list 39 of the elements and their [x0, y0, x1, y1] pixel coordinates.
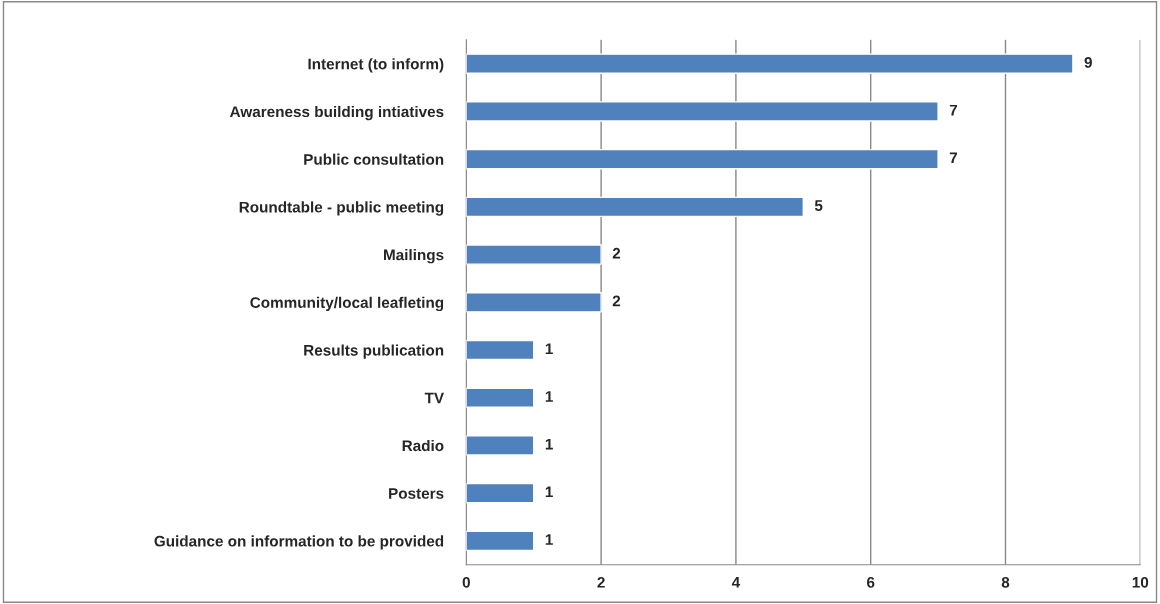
data-label: 2 [612, 247, 621, 259]
data-label: 1 [545, 534, 553, 545]
bar [466, 482, 535, 504]
y-tick-label: Roundtable - public meeting [239, 201, 444, 216]
data-label: 2 [612, 295, 621, 307]
y-tick-label: TV [424, 392, 444, 404]
data-label: 1 [545, 486, 553, 498]
y-tick-label: Internet (to inform) [308, 58, 444, 73]
y-tick-label: Results publication [304, 344, 444, 359]
data-label: 9 [1084, 57, 1092, 68]
bar [466, 148, 939, 170]
bar [466, 53, 1074, 74]
x-tick-label: 10 [1132, 576, 1149, 588]
y-tick-label: Mailings [384, 249, 444, 264]
y-tick-label: Community/local leafleting [250, 296, 444, 312]
x-tick-label: 2 [597, 576, 605, 588]
y-tick-label: Guidance on information to be provided [154, 535, 444, 550]
data-label: 1 [545, 343, 553, 354]
y-tick-label: Public consultation [304, 153, 444, 165]
bar [466, 101, 939, 122]
y-tick-label: Radio [402, 439, 444, 452]
y-tick-label: Posters [389, 488, 444, 499]
bar [466, 196, 804, 218]
data-label: 5 [814, 200, 823, 211]
bar [466, 244, 602, 265]
data-label: 1 [545, 391, 553, 402]
bar [466, 387, 535, 408]
data-label: 7 [949, 104, 958, 116]
bar [466, 292, 602, 313]
x-tick-label: 8 [1001, 576, 1010, 588]
bar [466, 435, 535, 456]
x-tick-label: 4 [731, 577, 741, 588]
y-tick-label: Awareness building intiatives [229, 105, 444, 121]
x-tick-label: 0 [462, 576, 470, 588]
x-tick-label: 6 [867, 576, 875, 588]
data-label: 7 [949, 152, 958, 164]
bar [466, 339, 535, 361]
bar [466, 530, 535, 552]
data-label: 1 [545, 438, 553, 450]
